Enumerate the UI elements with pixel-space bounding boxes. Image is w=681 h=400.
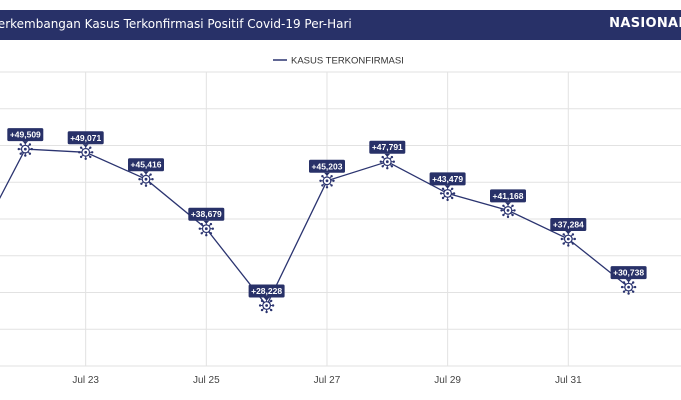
data-label-box — [188, 207, 225, 221]
data-label: +37,284 — [553, 220, 584, 230]
data-label: +49,509 — [10, 130, 41, 140]
x-tick-label: Jul 29 — [434, 375, 461, 386]
data-point-virus-icon — [17, 141, 33, 157]
data-label: +45,203 — [312, 161, 343, 171]
data-label-box — [7, 128, 44, 142]
data-point-virus-icon — [198, 221, 214, 237]
chart-title: Perkembangan Kasus Terkonfirmasi Positif… — [0, 17, 352, 31]
x-tick-label: Jul 23 — [72, 375, 99, 386]
series-markers — [17, 141, 637, 314]
data-label: +49,071 — [70, 133, 101, 143]
data-label-box — [309, 159, 345, 173]
data-label-box — [490, 189, 526, 203]
data-label-box — [610, 266, 647, 280]
data-label-box — [128, 158, 164, 172]
data-label: +41,168 — [493, 191, 524, 201]
data-label: +43,479 — [432, 174, 463, 184]
data-point-virus-icon — [560, 231, 576, 247]
legend-label: KASUS TERKONFIRMASI — [291, 56, 404, 67]
data-point-virus-icon — [78, 144, 94, 160]
x-tick-label: Jul 25 — [193, 375, 220, 386]
data-label: +47,791 — [372, 142, 403, 152]
x-tick-label: Jul 31 — [555, 375, 582, 386]
data-point-virus-icon — [439, 185, 456, 202]
data-label-box — [369, 140, 406, 154]
data-label: +30,738 — [613, 268, 644, 278]
data-labels: +33,772+49,509+49,071+45,416+38,679+28,2… — [7, 128, 647, 301]
data-label: +38,679 — [191, 209, 222, 219]
data-label-box — [67, 131, 104, 145]
brand-label: NASIONAL — [609, 16, 681, 31]
data-label-box — [550, 218, 587, 231]
data-point-virus-icon — [138, 171, 154, 187]
data-label: +45,416 — [131, 160, 162, 170]
data-label-box — [429, 172, 466, 186]
chart-header: Perkembangan Kasus Terkonfirmasi Positif… — [0, 10, 681, 40]
legend: KASUS TERKONFIRMASI — [273, 56, 404, 67]
data-label-box — [248, 284, 285, 298]
x-tick-label: Jul 27 — [314, 375, 341, 386]
data-label: +28,228 — [251, 286, 282, 296]
series-line-kasus-terkonfirmasi — [0, 148, 630, 307]
